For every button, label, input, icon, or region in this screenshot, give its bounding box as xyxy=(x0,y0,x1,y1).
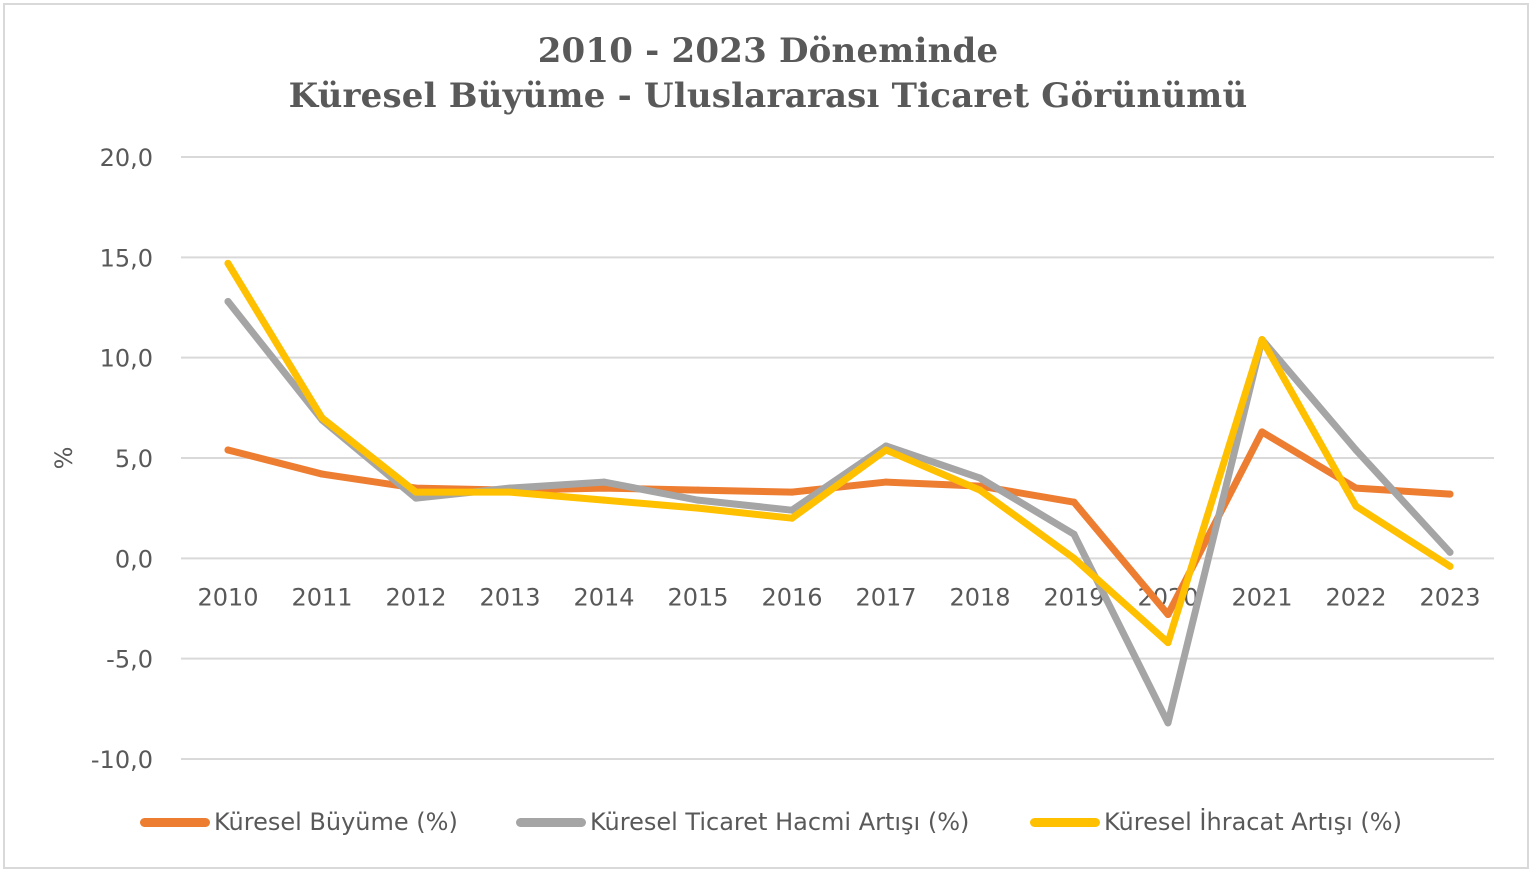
data-point xyxy=(1164,611,1172,619)
data-point xyxy=(788,506,796,514)
series-line xyxy=(224,259,1454,647)
data-point xyxy=(1164,639,1172,647)
x-tick-label: 2023 xyxy=(1419,583,1480,611)
y-tick-label: 0,0 xyxy=(115,545,153,573)
data-point xyxy=(224,259,232,267)
data-point xyxy=(600,484,608,492)
data-point xyxy=(1352,502,1360,510)
x-tick-label: 2017 xyxy=(855,583,916,611)
legend-label: Küresel Büyüme (%) xyxy=(214,808,458,836)
y-tick-label: 5,0 xyxy=(115,445,153,473)
chart-title-line1: 2010 - 2023 Döneminde xyxy=(537,31,999,71)
y-tick-label: 15,0 xyxy=(100,244,153,272)
data-point xyxy=(1446,562,1454,570)
data-point xyxy=(694,504,702,512)
legend-label: Küresel Ticaret Hacmi Artışı (%) xyxy=(590,808,970,836)
x-tick-label: 2018 xyxy=(949,583,1010,611)
x-tick-label: 2013 xyxy=(479,583,540,611)
y-tick-label: -10,0 xyxy=(91,746,153,774)
x-tick-label: 2015 xyxy=(667,583,728,611)
chart-title-line2: Küresel Büyüme - Uluslararası Ticaret Gö… xyxy=(288,76,1248,116)
x-tick-label: 2016 xyxy=(761,583,822,611)
data-point xyxy=(882,478,890,486)
data-point xyxy=(318,414,326,422)
data-point xyxy=(976,486,984,494)
data-point xyxy=(976,474,984,482)
data-point xyxy=(1446,548,1454,556)
x-tick-label: 2021 xyxy=(1231,583,1292,611)
data-point xyxy=(1258,336,1266,344)
data-point xyxy=(788,514,796,522)
data-point xyxy=(1446,490,1454,498)
x-tick-label: 2022 xyxy=(1325,583,1386,611)
data-point xyxy=(1352,446,1360,454)
data-point xyxy=(506,488,514,496)
data-point xyxy=(600,496,608,504)
data-point xyxy=(224,446,232,454)
x-tick-label: 2019 xyxy=(1043,583,1104,611)
data-point xyxy=(694,496,702,504)
data-point xyxy=(600,478,608,486)
data-point xyxy=(788,488,796,496)
y-tick-label: 10,0 xyxy=(100,345,153,373)
x-tick-label: 2014 xyxy=(573,583,634,611)
data-point xyxy=(1352,484,1360,492)
y-tick-label: 20,0 xyxy=(100,144,153,172)
data-point xyxy=(412,488,420,496)
data-point xyxy=(1164,719,1172,727)
data-point xyxy=(318,470,326,478)
data-point xyxy=(882,446,890,454)
legend-item: Küresel Büyüme (%) xyxy=(140,804,458,840)
x-tick-label: 2010 xyxy=(197,583,258,611)
data-point xyxy=(224,297,232,305)
legend-swatch xyxy=(516,817,586,827)
data-point xyxy=(1070,498,1078,506)
data-point xyxy=(1070,554,1078,562)
y-tick-label: -5,0 xyxy=(106,646,153,674)
x-tick-label: 2012 xyxy=(385,583,446,611)
y-axis-label: % xyxy=(50,447,78,470)
legend-item: Küresel İhracat Artışı (%) xyxy=(1030,804,1402,840)
series-line xyxy=(224,297,1454,727)
legend-swatch xyxy=(140,817,210,827)
legend-label: Küresel İhracat Artışı (%) xyxy=(1104,808,1402,836)
legend-item: Küresel Ticaret Hacmi Artışı (%) xyxy=(516,804,969,840)
data-point xyxy=(412,494,420,502)
x-tick-label: 2011 xyxy=(291,583,352,611)
data-point xyxy=(1258,428,1266,436)
legend-swatch xyxy=(1030,817,1100,827)
data-point xyxy=(694,486,702,494)
data-point xyxy=(1070,530,1078,538)
